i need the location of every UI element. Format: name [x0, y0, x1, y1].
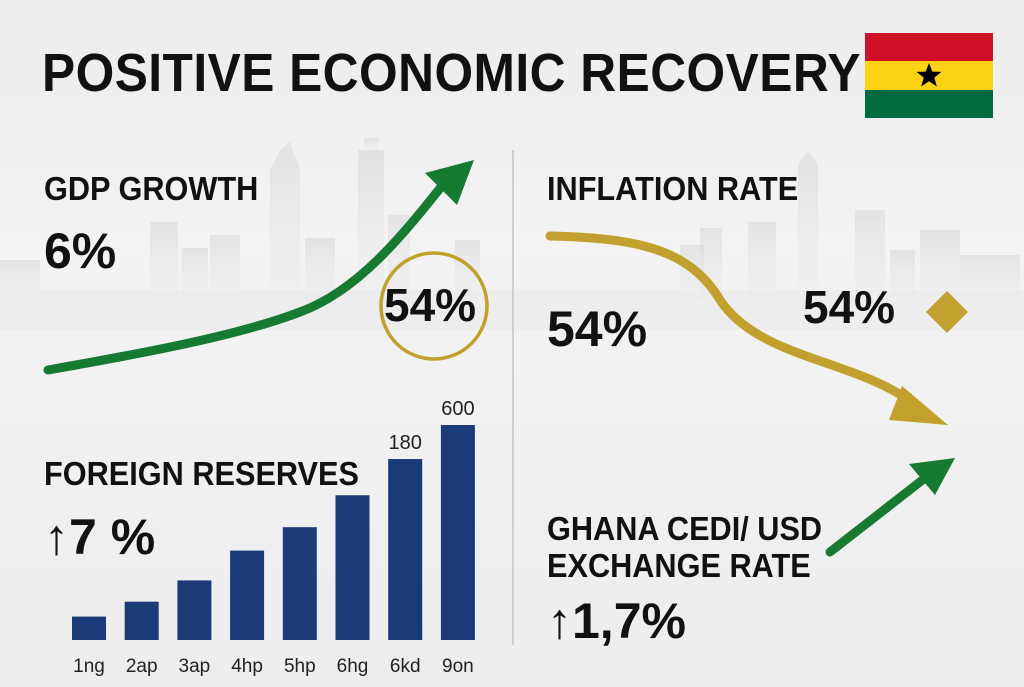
gdp-growth-value: 6% [44, 223, 117, 279]
gdp-circle-badge [379, 251, 489, 361]
tick-label-5hp: 5hp [284, 656, 316, 677]
gdp-growth-label: GDP GROWTH [44, 170, 259, 207]
section-divider [512, 150, 514, 645]
bar-2ap [124, 601, 159, 640]
foreign-reserves-label: FOREIGN RESERVES [44, 455, 359, 492]
tick-label-2ap: 2ap [126, 656, 158, 677]
bar-4hp [230, 550, 265, 640]
bar-6kd [388, 459, 423, 640]
data-label-6kd: 180 [389, 432, 422, 454]
exchange-rate-value: ↑1,7% [547, 593, 686, 649]
bar-3ap [177, 580, 212, 640]
tick-label-4hp: 4hp [231, 656, 263, 677]
flag-red-stripe [865, 33, 993, 62]
tick-label-6hg: 6hg [337, 656, 369, 677]
foreign-reserves-value: ↑7 % [44, 509, 156, 565]
tick-label-9on: 9on [442, 656, 474, 677]
gdp-circle-value: 54% [384, 279, 477, 331]
bar-5hp [282, 527, 317, 640]
inflation-marker-value: 54% [803, 281, 896, 333]
ghana-flag [865, 33, 993, 118]
inflation-rate-label: INFLATION RATE [547, 170, 799, 207]
flag-green-stripe [865, 89, 993, 118]
tick-label-3ap: 3ap [179, 656, 211, 677]
bar-9on [440, 425, 475, 640]
data-label-9on: 600 [441, 398, 474, 420]
flag-star-icon [916, 63, 942, 87]
tick-label-6kd: 6kd [390, 656, 421, 677]
page-title: POSITIVE ECONOMIC RECOVERY [42, 43, 861, 103]
inflation-rate-value: 54% [547, 301, 648, 357]
bar-1ng [72, 616, 106, 640]
exchange-rate-label-line2: EXCHANGE RATE [547, 547, 811, 584]
bar-6hg [335, 495, 370, 640]
exchange-rate-label-line1: GHANA CEDI/ USD [547, 510, 823, 547]
diamond-icon [926, 291, 968, 333]
tick-label-1ng: 1ng [73, 656, 105, 677]
